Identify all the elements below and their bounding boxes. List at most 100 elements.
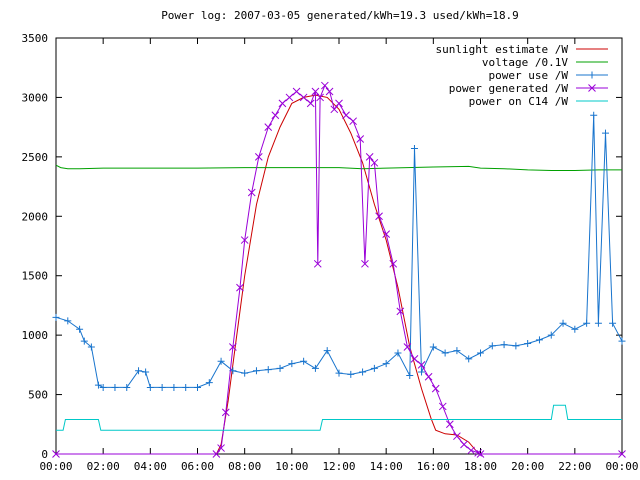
x-tick-label: 06:00 — [181, 460, 214, 473]
series-point-3 — [370, 364, 378, 372]
x-tick-label: 08:00 — [228, 460, 261, 473]
x-tick-label: 10:00 — [275, 460, 308, 473]
legend-label-3: power use /W — [489, 69, 569, 82]
series-line-2 — [55, 164, 622, 171]
y-tick-label: 1500 — [22, 270, 49, 283]
x-tick-label: 18:00 — [464, 460, 497, 473]
series-point-4 — [389, 259, 398, 268]
y-tick-label: 500 — [28, 389, 48, 402]
series-point-4 — [292, 87, 301, 96]
series-point-3 — [142, 368, 150, 376]
x-tick-label: 16:00 — [417, 460, 450, 473]
series-point-3 — [94, 381, 102, 389]
series-point-4 — [254, 153, 263, 161]
series-point-3 — [524, 339, 532, 347]
series-point-4 — [342, 111, 350, 120]
legend-label-2: voltage /0.1V — [482, 56, 568, 69]
chart-title: Power log: 2007-03-05 generated/kWh=19.3… — [161, 9, 519, 22]
series-point-4 — [221, 408, 230, 417]
series-point-4 — [229, 343, 237, 351]
series-point-3 — [477, 349, 484, 357]
series-point-3 — [571, 325, 579, 333]
x-tick-label: 20:00 — [511, 460, 544, 473]
series-point-3 — [429, 343, 437, 351]
series-point-3 — [394, 349, 402, 357]
series-point-3 — [359, 368, 367, 376]
y-tick-label: 0 — [41, 448, 48, 461]
series-line-3 — [55, 115, 623, 388]
series-point-3 — [601, 129, 609, 137]
series-point-3 — [99, 383, 107, 391]
series-point-3 — [488, 342, 496, 350]
series-point-3 — [217, 357, 225, 365]
series-point-3 — [80, 337, 88, 345]
series-point-3 — [609, 319, 617, 327]
legend-marker-3 — [588, 71, 596, 79]
series-point-3 — [76, 325, 84, 333]
y-tick-label: 1000 — [22, 329, 49, 342]
series-point-4 — [438, 402, 447, 411]
series-point-4 — [370, 158, 379, 167]
series-point-3 — [347, 370, 355, 378]
series-point-3 — [323, 347, 331, 355]
series-point-4 — [217, 444, 225, 452]
series-point-4 — [311, 87, 320, 96]
series-point-3 — [276, 364, 284, 372]
x-tick-label: 12:00 — [322, 460, 355, 473]
series-point-3 — [52, 313, 60, 321]
series-point-3 — [590, 111, 598, 119]
series-point-3 — [111, 383, 119, 391]
series-point-4 — [313, 259, 322, 268]
series-point-4 — [330, 105, 339, 114]
series-line-5 — [56, 404, 622, 431]
series-point-4 — [453, 432, 461, 441]
series-point-3 — [194, 383, 201, 391]
legend-marker-4 — [588, 84, 596, 92]
series-point-3 — [135, 367, 143, 375]
series-point-4 — [382, 230, 391, 238]
legend-label-5: power on C14 /W — [469, 95, 569, 108]
legend-label-1: sunlight estimate /W — [436, 43, 569, 56]
series-point-4 — [356, 135, 365, 143]
series-point-3 — [618, 337, 626, 345]
series-point-3 — [512, 342, 520, 350]
series-point-3 — [535, 336, 543, 344]
x-tick-label: 00:00 — [605, 460, 638, 473]
series-point-4 — [320, 81, 329, 90]
series-point-4 — [335, 99, 343, 108]
x-tick-label: 02:00 — [87, 460, 120, 473]
series-point-3 — [583, 319, 591, 327]
x-tick-label: 14:00 — [370, 460, 403, 473]
series-point-4 — [325, 87, 334, 96]
series-point-3 — [64, 317, 72, 325]
series-point-3 — [410, 145, 418, 153]
x-tick-label: 04:00 — [134, 460, 167, 473]
series-point-4 — [460, 440, 468, 449]
series-point-3 — [547, 331, 555, 339]
series-point-3 — [382, 360, 390, 368]
series-point-3 — [335, 369, 343, 377]
series-point-3 — [288, 360, 296, 368]
series-point-3 — [453, 347, 461, 355]
series-point-4 — [236, 283, 244, 292]
series-line-1 — [56, 94, 622, 455]
legend-label-4: power generated /W — [449, 82, 569, 95]
series-point-4 — [247, 188, 256, 197]
series-point-4 — [365, 153, 374, 161]
series-point-3 — [123, 383, 131, 391]
series-point-3 — [146, 383, 154, 391]
series-point-4 — [271, 111, 280, 120]
series-point-4 — [278, 99, 287, 108]
series-point-3 — [170, 383, 178, 391]
y-tick-label: 3000 — [22, 91, 49, 104]
series-point-4 — [349, 117, 358, 126]
series-point-4 — [299, 93, 308, 102]
series-point-3 — [87, 343, 95, 351]
y-tick-label: 3500 — [22, 32, 49, 45]
series-point-3 — [158, 383, 166, 391]
series-point-4 — [467, 446, 475, 455]
series-point-3 — [418, 368, 426, 376]
series-point-4 — [316, 93, 324, 102]
series-point-4 — [431, 384, 440, 393]
series-point-4 — [306, 99, 315, 108]
